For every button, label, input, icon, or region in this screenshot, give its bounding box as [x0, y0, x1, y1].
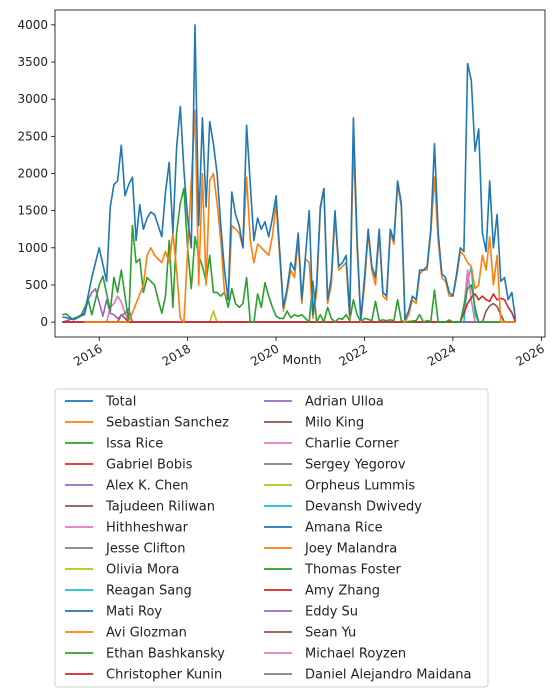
legend-label: Ethan Bashkansky — [106, 647, 225, 662]
x-axis-label: Month — [282, 352, 321, 367]
legend-label: Orpheus Lummis — [305, 479, 415, 494]
y-tick-label: 1000 — [17, 241, 48, 255]
series-line-0 — [62, 24, 517, 321]
legend-label: Mati Roy — [106, 605, 162, 620]
legend-label: Sebastian Sanchez — [106, 416, 229, 431]
legend-label: Tajudeen Riliwan — [105, 500, 215, 515]
legend-label: Milo King — [305, 416, 364, 431]
legend-label: Total — [105, 395, 136, 410]
legend-box — [54, 388, 489, 688]
series-line-4 — [62, 287, 516, 323]
y-tick-label: 0 — [40, 315, 48, 329]
legend-label: Thomas Foster — [304, 563, 402, 578]
x-tick-label: 2016 — [71, 341, 104, 368]
legend-label: Reagan Sang — [106, 584, 192, 599]
x-tick-label: 2022 — [337, 341, 370, 368]
y-tick-label: 2000 — [17, 167, 48, 181]
legend-label: Sergey Yegorov — [305, 458, 406, 473]
series-line-3 — [62, 293, 517, 323]
legend-label: Gabriel Bobis — [106, 458, 193, 473]
legend-label: Alex K. Chen — [106, 479, 188, 494]
legend-label: Devansh Dwivedy — [305, 500, 422, 515]
legend-label: Avi Glozman — [106, 626, 187, 641]
legend-label: Amy Zhang — [305, 584, 380, 599]
legend-label: Hithheshwar — [106, 521, 189, 536]
plot-lines — [62, 24, 517, 323]
legend-label: Christopher Kunin — [106, 668, 222, 683]
x-tick-label: 2020 — [248, 341, 281, 368]
y-tick-label: 2500 — [17, 129, 48, 143]
y-axis: 0 500 1000 1500 2000 2500 3000 3500 4000 — [17, 18, 55, 329]
legend-label: Eddy Su — [305, 605, 358, 620]
x-tick-label: 2024 — [425, 341, 458, 368]
series-line-2 — [62, 187, 516, 323]
y-tick-label: 3000 — [17, 92, 48, 106]
legend: Total Sebastian Sanchez Issa Rice Gabriel B… — [54, 388, 489, 688]
y-tick-label: 4000 — [17, 18, 48, 32]
legend-label: Sean Yu — [305, 626, 356, 641]
legend-label: Daniel Alejandro Maidana — [305, 668, 472, 683]
legend-label: Michael Royzen — [305, 647, 406, 662]
y-tick-label: 1500 — [17, 204, 48, 218]
legend-label: Amana Rice — [305, 521, 383, 536]
y-tick-label: 3500 — [17, 55, 48, 69]
legend-label: Joey Malandra — [304, 542, 397, 557]
legend-label: Charlie Corner — [305, 437, 399, 452]
x-tick-label: 2026 — [513, 341, 546, 368]
legend-label: Jesse Clifton — [105, 542, 185, 557]
y-tick-label: 500 — [25, 278, 48, 292]
x-tick-label: 2018 — [160, 341, 193, 368]
legend-label: Issa Rice — [106, 437, 163, 452]
legend-label: Olivia Mora — [106, 563, 179, 578]
legend-label: Adrian Ulloa — [305, 395, 384, 410]
